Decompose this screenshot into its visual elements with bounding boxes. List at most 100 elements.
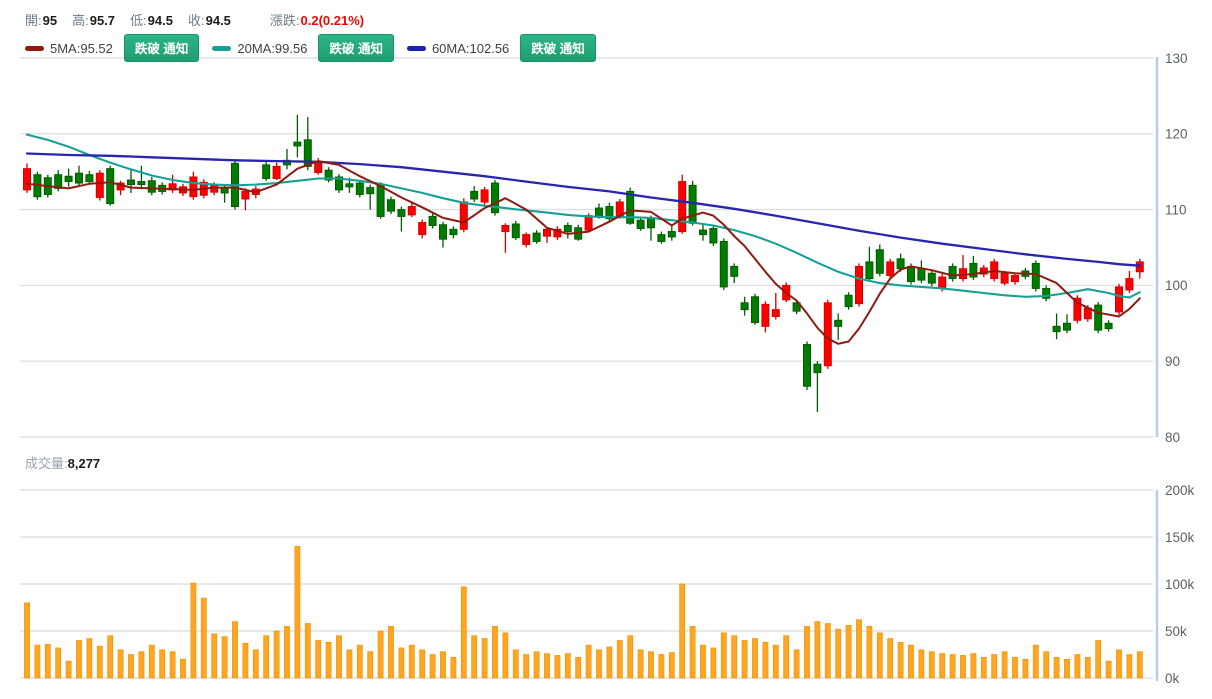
ma60-color-swatch [406, 45, 426, 51]
volume-bar [408, 644, 415, 679]
candle-body [813, 363, 822, 374]
price-tick-label: 130 [1165, 51, 1188, 66]
volume-bar [564, 653, 571, 679]
volume-bar [814, 621, 821, 679]
candle-body [335, 176, 343, 191]
volume-bar [772, 644, 779, 679]
candle-body [54, 174, 63, 189]
candle-body [64, 175, 73, 183]
volume-tick-label: 100k [1165, 577, 1195, 592]
volume-bar [512, 649, 519, 679]
candle-body [293, 141, 302, 147]
candle-body [886, 261, 895, 277]
volume-bar [741, 640, 748, 679]
candle-body [522, 234, 531, 245]
volume-bar [117, 649, 124, 679]
volume-tick-label: 200k [1165, 483, 1195, 498]
ma20-breakdown-alert-button[interactable]: 跌破 通知 [318, 34, 394, 62]
volume-bar [221, 636, 228, 679]
volume-bar [1001, 651, 1008, 679]
candle-body [699, 229, 707, 236]
candle-body [376, 184, 385, 217]
candle-body [761, 303, 770, 327]
volume-bar [180, 658, 186, 679]
candle-body [407, 206, 416, 216]
volume-label: 成交量:8,277 [25, 456, 101, 471]
volume-bar [460, 586, 467, 679]
volume-bar [585, 644, 592, 679]
candle-body [626, 190, 635, 224]
volume-bar [658, 654, 665, 679]
candle-body [896, 258, 905, 270]
candle-body [501, 225, 510, 233]
volume-bar [211, 633, 218, 679]
volume-bar [876, 632, 883, 679]
candle-body [1094, 304, 1103, 331]
volume-bar [866, 625, 873, 679]
volume-bar [918, 649, 925, 679]
volume-bar [1053, 657, 1060, 679]
candle-body [272, 165, 281, 180]
candle-body [459, 201, 468, 230]
volume-bar [637, 649, 644, 679]
candle-body [480, 189, 489, 203]
volume-bar [606, 646, 613, 679]
ma5-legend-group: 5MA:95.52 跌破 通知 [25, 34, 200, 62]
candle-body [95, 172, 104, 198]
volume-bar [232, 621, 238, 679]
price-tick-label: 90 [1165, 354, 1180, 369]
ma20-line [25, 133, 1141, 299]
candle-body [969, 262, 978, 278]
candle-body [803, 344, 811, 387]
volume-bar [419, 649, 426, 679]
candle-body [314, 162, 323, 173]
candle-body [345, 183, 354, 188]
volume-bar [169, 651, 176, 679]
candle-body [511, 223, 520, 239]
candle-body [127, 179, 135, 186]
volume-bar [970, 653, 977, 679]
volume-bar [616, 640, 623, 679]
candle-body [719, 240, 728, 288]
volume-bar [273, 630, 280, 679]
candle-body [1125, 278, 1134, 291]
volume-bar [1043, 651, 1050, 679]
low-quote: 低:94.5 [130, 13, 173, 28]
candle-body [917, 268, 926, 281]
candle-body [751, 296, 759, 324]
volume-bar [440, 651, 446, 679]
volume-bar [252, 649, 259, 679]
volume-bar [720, 632, 727, 679]
volume-bar [533, 651, 540, 679]
candle-body [1104, 322, 1113, 330]
candle-body [834, 319, 843, 327]
ma5-breakdown-alert-button[interactable]: 跌破 通知 [123, 34, 200, 62]
candle-body [657, 234, 666, 242]
candle-body [584, 215, 593, 231]
candle-body [553, 228, 562, 238]
candle-body [1052, 325, 1061, 333]
volume-bar [502, 632, 509, 679]
candle-body [439, 224, 447, 240]
candle-body [1000, 272, 1009, 284]
volume-bar [190, 582, 197, 679]
volume-bar [325, 641, 332, 679]
volume-bar [523, 654, 530, 679]
volume-bar [752, 638, 758, 679]
ma60-legend-label: 60MA:102.56 [431, 40, 510, 56]
volume-bar [1012, 657, 1018, 679]
volume-bar [908, 644, 914, 679]
candle-body [647, 218, 655, 229]
volume-bar [835, 628, 842, 679]
volume-bar [1105, 660, 1112, 679]
volume-bar [980, 657, 987, 679]
candle-body [823, 302, 832, 367]
volume-bar [315, 640, 322, 679]
volume-bar [928, 651, 935, 679]
ma60-breakdown-alert-button[interactable]: 跌破 通知 [520, 34, 596, 62]
candle-body [106, 168, 115, 205]
close-quote: 收:94.5 [187, 13, 231, 28]
candle-body [1042, 287, 1051, 299]
volume-bar [55, 647, 62, 679]
